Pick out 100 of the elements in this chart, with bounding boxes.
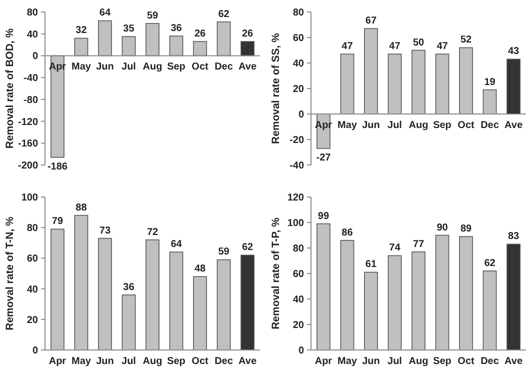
data-label: 73 [99, 225, 111, 236]
data-label: 26 [194, 28, 206, 40]
bar [169, 36, 184, 56]
bar [388, 54, 402, 114]
bar [216, 21, 231, 56]
x-tick-label: Sep [433, 356, 452, 367]
bar [459, 236, 473, 350]
data-label: 47 [389, 41, 401, 52]
bar [50, 228, 64, 350]
data-label: 74 [389, 242, 401, 254]
y-tick-label: 40 [26, 284, 38, 296]
y-tick-label: 40 [292, 58, 304, 70]
x-tick-label: Ave [504, 120, 523, 131]
data-label: -186 [47, 161, 68, 172]
bar [482, 270, 497, 350]
bar [146, 23, 160, 56]
y-tick-label: 0 [298, 110, 304, 120]
x-tick-label: Jun [362, 356, 380, 367]
y-axis-title: Removal rate of BOD, % [4, 28, 16, 149]
data-label: 67 [365, 16, 377, 27]
y-tick-label: -80 [24, 94, 38, 106]
y-tick-label: 80 [26, 8, 38, 18]
data-label: 19 [484, 76, 496, 88]
bar [240, 254, 254, 350]
bar [364, 272, 378, 350]
bar [74, 38, 88, 56]
x-tick-label: Jul [388, 120, 402, 131]
x-tick-label: Sep [167, 62, 186, 73]
bar [388, 255, 402, 350]
data-label: 86 [342, 227, 354, 238]
bar [340, 240, 354, 350]
x-tick-label: Oct [458, 356, 476, 367]
x-tick-label: Ave [238, 62, 257, 73]
data-label: 72 [146, 226, 158, 238]
data-label: 99 [318, 210, 330, 222]
bar [340, 54, 354, 114]
y-tick-label: 60 [292, 269, 304, 280]
bar [193, 276, 207, 350]
x-tick-label: Aug [408, 120, 428, 131]
data-label: 35 [123, 24, 135, 35]
bar [74, 214, 88, 350]
bar [240, 41, 254, 56]
y-tick-label: 40 [292, 294, 304, 306]
data-label: 89 [460, 224, 472, 235]
y-tick-label: 0 [32, 51, 38, 62]
bar [506, 244, 520, 350]
y-tick-label: 120 [287, 192, 304, 204]
x-tick-label: Sep [167, 356, 186, 367]
data-label: 64 [170, 239, 182, 250]
bar [216, 259, 231, 350]
y-axis-title: Removal rate of T-P, % [270, 216, 282, 330]
bar [506, 58, 520, 114]
bar [459, 47, 473, 114]
y-tick-label: -40 [290, 160, 304, 172]
x-tick-label: Jun [96, 62, 114, 73]
data-label: 61 [365, 259, 377, 270]
x-tick-label: Dec [214, 356, 234, 367]
data-label: 62 [484, 258, 496, 269]
y-tick-label: 80 [26, 223, 38, 234]
x-tick-label: Jul [388, 356, 402, 367]
y-tick-label: 100 [287, 218, 304, 229]
y-tick-label: -160 [18, 138, 38, 150]
data-label: 48 [194, 264, 206, 275]
y-tick-label: -120 [18, 116, 38, 128]
x-tick-label: May [72, 62, 92, 73]
data-label: -27 [316, 152, 332, 164]
data-label: 59 [218, 246, 230, 258]
bar [412, 251, 426, 350]
x-tick-label: Dec [214, 62, 234, 73]
bar [50, 55, 64, 158]
bar [122, 36, 136, 56]
x-tick-label: Oct [192, 356, 210, 367]
bar [169, 252, 184, 350]
x-tick-label: Sep [433, 120, 452, 131]
data-label: 90 [436, 222, 448, 234]
data-label: 36 [123, 282, 135, 293]
y-axis-title: Removal rate of T-N, % [4, 216, 16, 330]
y-tick-label: 0 [298, 346, 304, 356]
x-tick-label: Aug [142, 62, 162, 73]
x-tick-label: Jul [122, 62, 136, 73]
y-tick-label: 20 [26, 314, 38, 326]
y-tick-label: -20 [290, 135, 304, 146]
x-tick-label: Aug [142, 356, 162, 367]
bar [316, 223, 330, 350]
x-tick-label: May [72, 356, 92, 367]
x-tick-label: Ave [504, 356, 523, 367]
y-tick-label: 40 [26, 29, 38, 40]
bar [193, 41, 207, 56]
bar [435, 234, 450, 350]
x-tick-label: Dec [480, 120, 500, 131]
y-tick-label: 20 [292, 84, 304, 95]
y-tick-label: 60 [292, 33, 304, 44]
data-label: 62 [218, 8, 230, 20]
bar [364, 28, 378, 114]
bar [146, 239, 160, 350]
data-label: 83 [508, 231, 520, 242]
data-label: 47 [342, 41, 354, 52]
data-label: 79 [52, 216, 64, 228]
x-tick-label: May [338, 120, 358, 131]
x-tick-label: Apr [314, 356, 332, 367]
